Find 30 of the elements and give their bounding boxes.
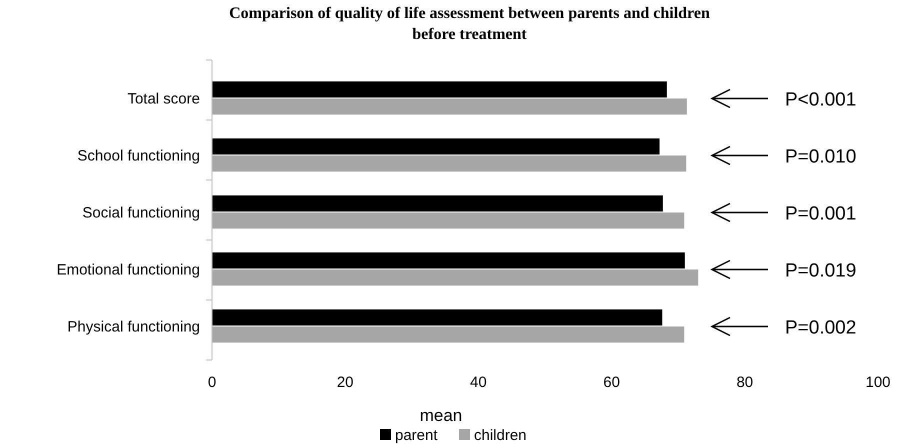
bar (212, 138, 660, 154)
x-tick-label: 20 (336, 374, 354, 391)
bar (212, 252, 685, 268)
x-tick-label: 40 (470, 374, 487, 391)
y-tick-label: Social functioning (82, 204, 200, 222)
x-tick-label: 0 (208, 374, 216, 391)
bar (212, 195, 663, 212)
legend-label: parent (395, 427, 438, 444)
bar (212, 98, 687, 115)
legend-label: children (474, 427, 527, 444)
y-tick-label: Total score (127, 90, 200, 108)
x-axis-title: mean (420, 406, 462, 425)
annotation: P=0.019 (785, 260, 856, 282)
chart-title: Comparison of quality of life assessment between parents and children before treatment (229, 5, 710, 43)
annotation: P=0.010 (785, 146, 856, 168)
y-tick-label: Emotional functioning (56, 262, 200, 278)
annotation: P=0.002 (785, 318, 856, 338)
x-tick-label: 60 (603, 374, 620, 391)
x-tick-label: 80 (736, 374, 754, 391)
bar (212, 326, 684, 343)
bar (212, 81, 667, 98)
bar (212, 270, 698, 286)
annotation: P<0.001 (785, 90, 856, 110)
bar (212, 156, 686, 172)
x-tick-label: 100 (865, 374, 891, 391)
annotation: P=0.001 (785, 204, 856, 224)
bar (212, 212, 684, 229)
y-tick-label: Physical functioning (67, 318, 200, 336)
bar (212, 309, 662, 326)
y-tick-label: School functioning (77, 148, 200, 164)
